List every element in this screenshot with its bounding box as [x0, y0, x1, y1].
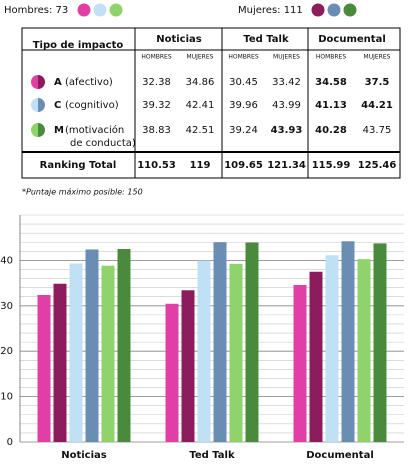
icon-half	[31, 75, 38, 89]
total-cell: 110.53	[137, 160, 176, 171]
legend-dot	[327, 3, 341, 17]
icon-half	[38, 98, 45, 112]
row-label: de conducta)	[70, 138, 136, 149]
row-label: (afectivo)	[65, 77, 113, 88]
bar	[373, 243, 387, 442]
subheader: HOMBRES	[316, 54, 346, 61]
cell: 32.38	[142, 77, 171, 88]
subheader: HOMBRES	[141, 54, 171, 61]
y-tick-label: 0	[7, 437, 13, 448]
cell: 43.93	[271, 125, 303, 136]
legend-dot	[343, 3, 357, 17]
bar	[197, 260, 211, 442]
table-border	[21, 27, 401, 179]
cell: 39.24	[229, 125, 258, 136]
bar	[53, 283, 67, 442]
subheader: MUJERES	[273, 54, 300, 61]
bar	[69, 263, 83, 442]
subheader: HOMBRES	[228, 54, 258, 61]
row-label: (cognitivo)	[65, 100, 119, 111]
subheader: MUJERES	[364, 54, 391, 61]
bar	[309, 271, 323, 442]
legend-dot	[311, 3, 325, 17]
cell: 34.86	[186, 77, 215, 88]
cell: 39.32	[142, 100, 171, 111]
y-tick-label: 10	[0, 392, 13, 403]
cell: 40.28	[315, 125, 347, 136]
bar	[101, 265, 115, 442]
x-tick-label: Documental	[306, 450, 374, 461]
bar	[229, 263, 243, 442]
row-label: (motivación	[65, 124, 124, 136]
cell: 43.75	[363, 125, 392, 136]
bar	[213, 242, 227, 442]
icon-half	[31, 98, 38, 112]
total-cell: 121.34	[267, 160, 306, 171]
cell: 42.51	[186, 125, 215, 136]
bar	[37, 294, 51, 442]
table-header: Tipo de impacto	[33, 40, 124, 51]
x-tick-label: Noticias	[61, 450, 107, 461]
icon-half	[38, 75, 45, 89]
row-code: A	[54, 77, 62, 88]
row-code: M	[54, 125, 64, 136]
bar	[85, 249, 99, 442]
legend-dot	[77, 3, 91, 17]
total-cell: 115.99	[312, 160, 351, 171]
legend-men: Hombres: 73	[4, 5, 68, 16]
cell: 39.96	[229, 100, 258, 111]
bar	[165, 303, 179, 442]
bar	[357, 259, 371, 442]
cell: 30.45	[229, 77, 258, 88]
total-cell: 119	[190, 160, 211, 171]
y-tick-label: 20	[0, 346, 13, 357]
icon-half	[38, 123, 45, 137]
cell: 38.83	[142, 125, 171, 136]
cell: 43.99	[272, 100, 301, 111]
cell: 41.13	[315, 100, 347, 111]
cell: 37.5	[365, 77, 390, 88]
table-header: Noticias	[156, 34, 202, 45]
bar	[245, 242, 259, 442]
table-header: Ted Talk	[243, 34, 289, 45]
total-cell: 109.65	[224, 160, 263, 171]
cell: 33.42	[272, 77, 301, 88]
legend-dot	[109, 3, 123, 17]
y-tick-label: 30	[0, 301, 13, 312]
icon-half	[31, 123, 38, 137]
legend-dot	[93, 3, 107, 17]
x-tick-label: Ted Talk	[189, 450, 235, 461]
bar	[341, 241, 355, 442]
total-cell: 125.46	[358, 160, 397, 171]
bar	[325, 255, 339, 442]
cell: 42.41	[186, 100, 215, 111]
legend-women: Mujeres: 111	[238, 5, 303, 16]
row-code: C	[54, 100, 61, 111]
bar	[117, 249, 131, 442]
bar	[181, 290, 195, 442]
cell: 44.21	[361, 100, 393, 111]
cell: 34.58	[315, 77, 347, 88]
bar	[293, 285, 307, 442]
table-header: Documental	[318, 34, 386, 45]
y-tick-label: 40	[0, 255, 13, 266]
footnote: *Puntaje máximo posible: 150	[22, 188, 143, 197]
total-label: Ranking Total	[40, 160, 117, 171]
subheader: MUJERES	[187, 54, 214, 61]
